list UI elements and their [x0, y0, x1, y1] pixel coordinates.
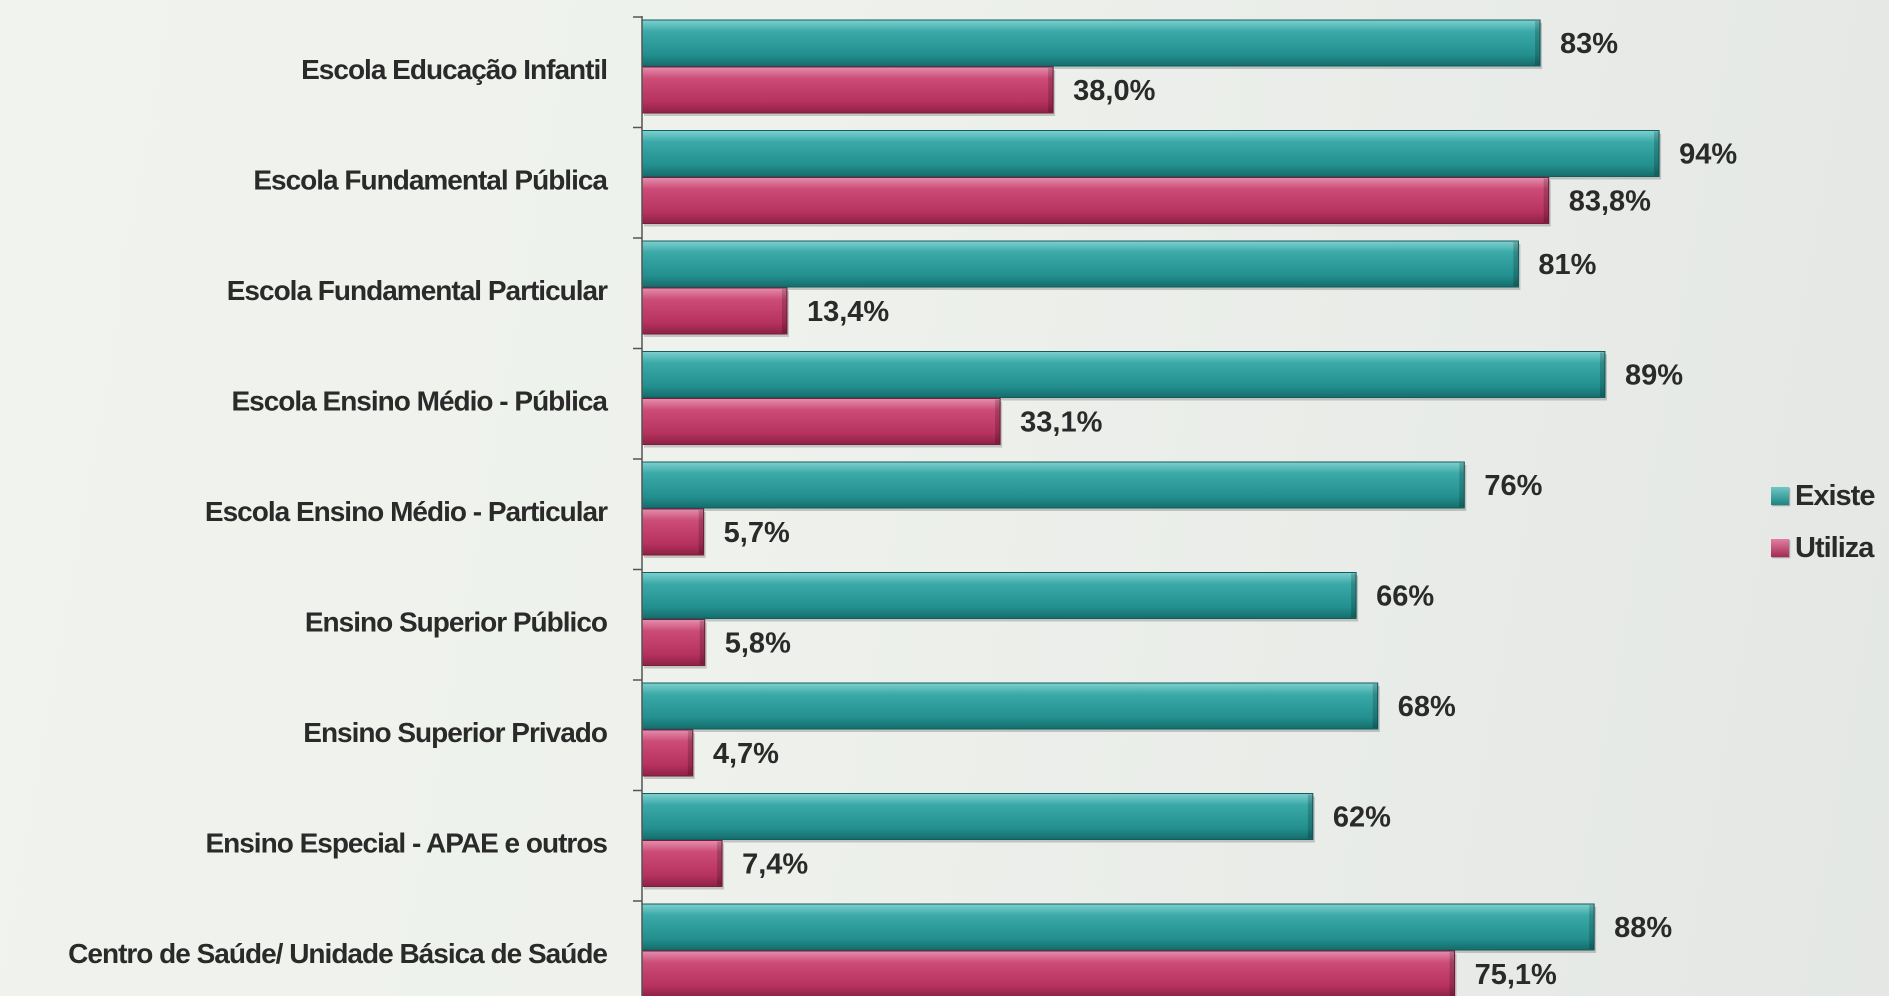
data-label-existe: 66%: [1376, 581, 1434, 613]
category-label: Centro de Saúde/ Unidade Básica de Saúde: [68, 938, 607, 969]
bar-existe: [641, 682, 1379, 730]
legend-item-existe: Existe: [1771, 470, 1875, 522]
bar-utiliza: [641, 66, 1054, 114]
bar-end-cap: [1459, 463, 1465, 507]
legend-item-utiliza: Utiliza: [1771, 522, 1874, 574]
bar-utiliza: [641, 398, 1001, 445]
bar-end-cap: [1372, 684, 1378, 728]
bar-utiliza: [641, 950, 1456, 996]
category-label: Escola Educação Infantil: [301, 54, 607, 85]
bar-utiliza: [641, 729, 694, 777]
bar-existe: [641, 351, 1606, 398]
bar-existe: [641, 461, 1465, 509]
bar-end-cap: [698, 510, 704, 554]
bar-end-cap: [1535, 21, 1541, 65]
bar-existe: [641, 572, 1357, 619]
bar-utiliza: [641, 840, 723, 887]
data-label-utiliza: 5,8%: [725, 628, 791, 660]
legend-swatch-existe: [1771, 487, 1789, 505]
category-label: Ensino Especial - APAE e outros: [205, 828, 607, 859]
bar-utiliza: [641, 177, 1550, 224]
legend-label-utiliza: Utiliza: [1795, 531, 1874, 564]
data-label-utiliza: 83,8%: [1569, 186, 1651, 218]
category-label: Ensino Superior Privado: [303, 717, 608, 748]
bar-end-cap: [717, 841, 723, 886]
bar-end-cap: [1513, 242, 1519, 286]
data-label-utiliza: 5,7%: [724, 517, 790, 549]
category-label: Ensino Superior Público: [305, 607, 608, 638]
bar-end-cap: [995, 399, 1001, 444]
data-label-utiliza: 75,1%: [1475, 959, 1557, 991]
data-label-utiliza: 4,7%: [713, 738, 779, 770]
category-label: Escola Fundamental Pública: [253, 165, 608, 196]
legend: Existe Utiliza: [1771, 470, 1875, 574]
bar-end-cap: [1048, 68, 1054, 112]
labels-layer: Escola Educação Infantil 83% 38,0% Escola F…: [68, 28, 1737, 991]
category-label: Escola Fundamental Particular: [227, 275, 608, 306]
data-label-existe: 94%: [1679, 139, 1737, 171]
bar-end-cap: [1449, 952, 1455, 996]
category-label: Escola Ensino Médio - Particular: [205, 496, 608, 527]
data-label-utiliza: 7,4%: [742, 849, 808, 881]
data-label-utiliza: 33,1%: [1020, 407, 1102, 439]
data-label-existe: 89%: [1625, 360, 1683, 392]
bar-existe: [641, 240, 1519, 288]
data-label-utiliza: 38,0%: [1073, 75, 1155, 107]
bar-end-cap: [781, 289, 787, 333]
bar-end-cap: [699, 620, 705, 665]
bar-end-cap: [1543, 178, 1549, 223]
data-label-existe: 81%: [1538, 249, 1596, 281]
bar-existe: [641, 19, 1541, 67]
category-label: Escola Ensino Médio - Pública: [231, 386, 608, 417]
legend-label-existe: Existe: [1795, 479, 1875, 512]
category-axis: [633, 16, 643, 996]
bar-utiliza: [641, 619, 706, 666]
legend-swatch-utiliza: [1771, 539, 1789, 557]
data-label-existe: 88%: [1614, 912, 1672, 944]
bar-existe: [641, 903, 1595, 951]
data-label-utiliza: 13,4%: [807, 296, 889, 328]
data-label-existe: 76%: [1484, 470, 1542, 502]
data-label-existe: 83%: [1560, 28, 1618, 60]
bar-end-cap: [1589, 905, 1595, 949]
bars-layer: [641, 19, 1662, 996]
bar-end-cap: [687, 731, 693, 775]
bar-utiliza: [641, 287, 788, 335]
bar-end-cap: [1307, 794, 1313, 839]
bar-end-cap: [1351, 573, 1357, 618]
bar-end-cap: [1599, 352, 1605, 397]
data-label-existe: 62%: [1333, 802, 1391, 834]
bar-end-cap: [1654, 131, 1660, 176]
bar-existe: [641, 130, 1660, 177]
bar-utiliza: [641, 508, 705, 556]
bar-existe: [641, 793, 1314, 840]
data-label-existe: 68%: [1398, 691, 1456, 723]
